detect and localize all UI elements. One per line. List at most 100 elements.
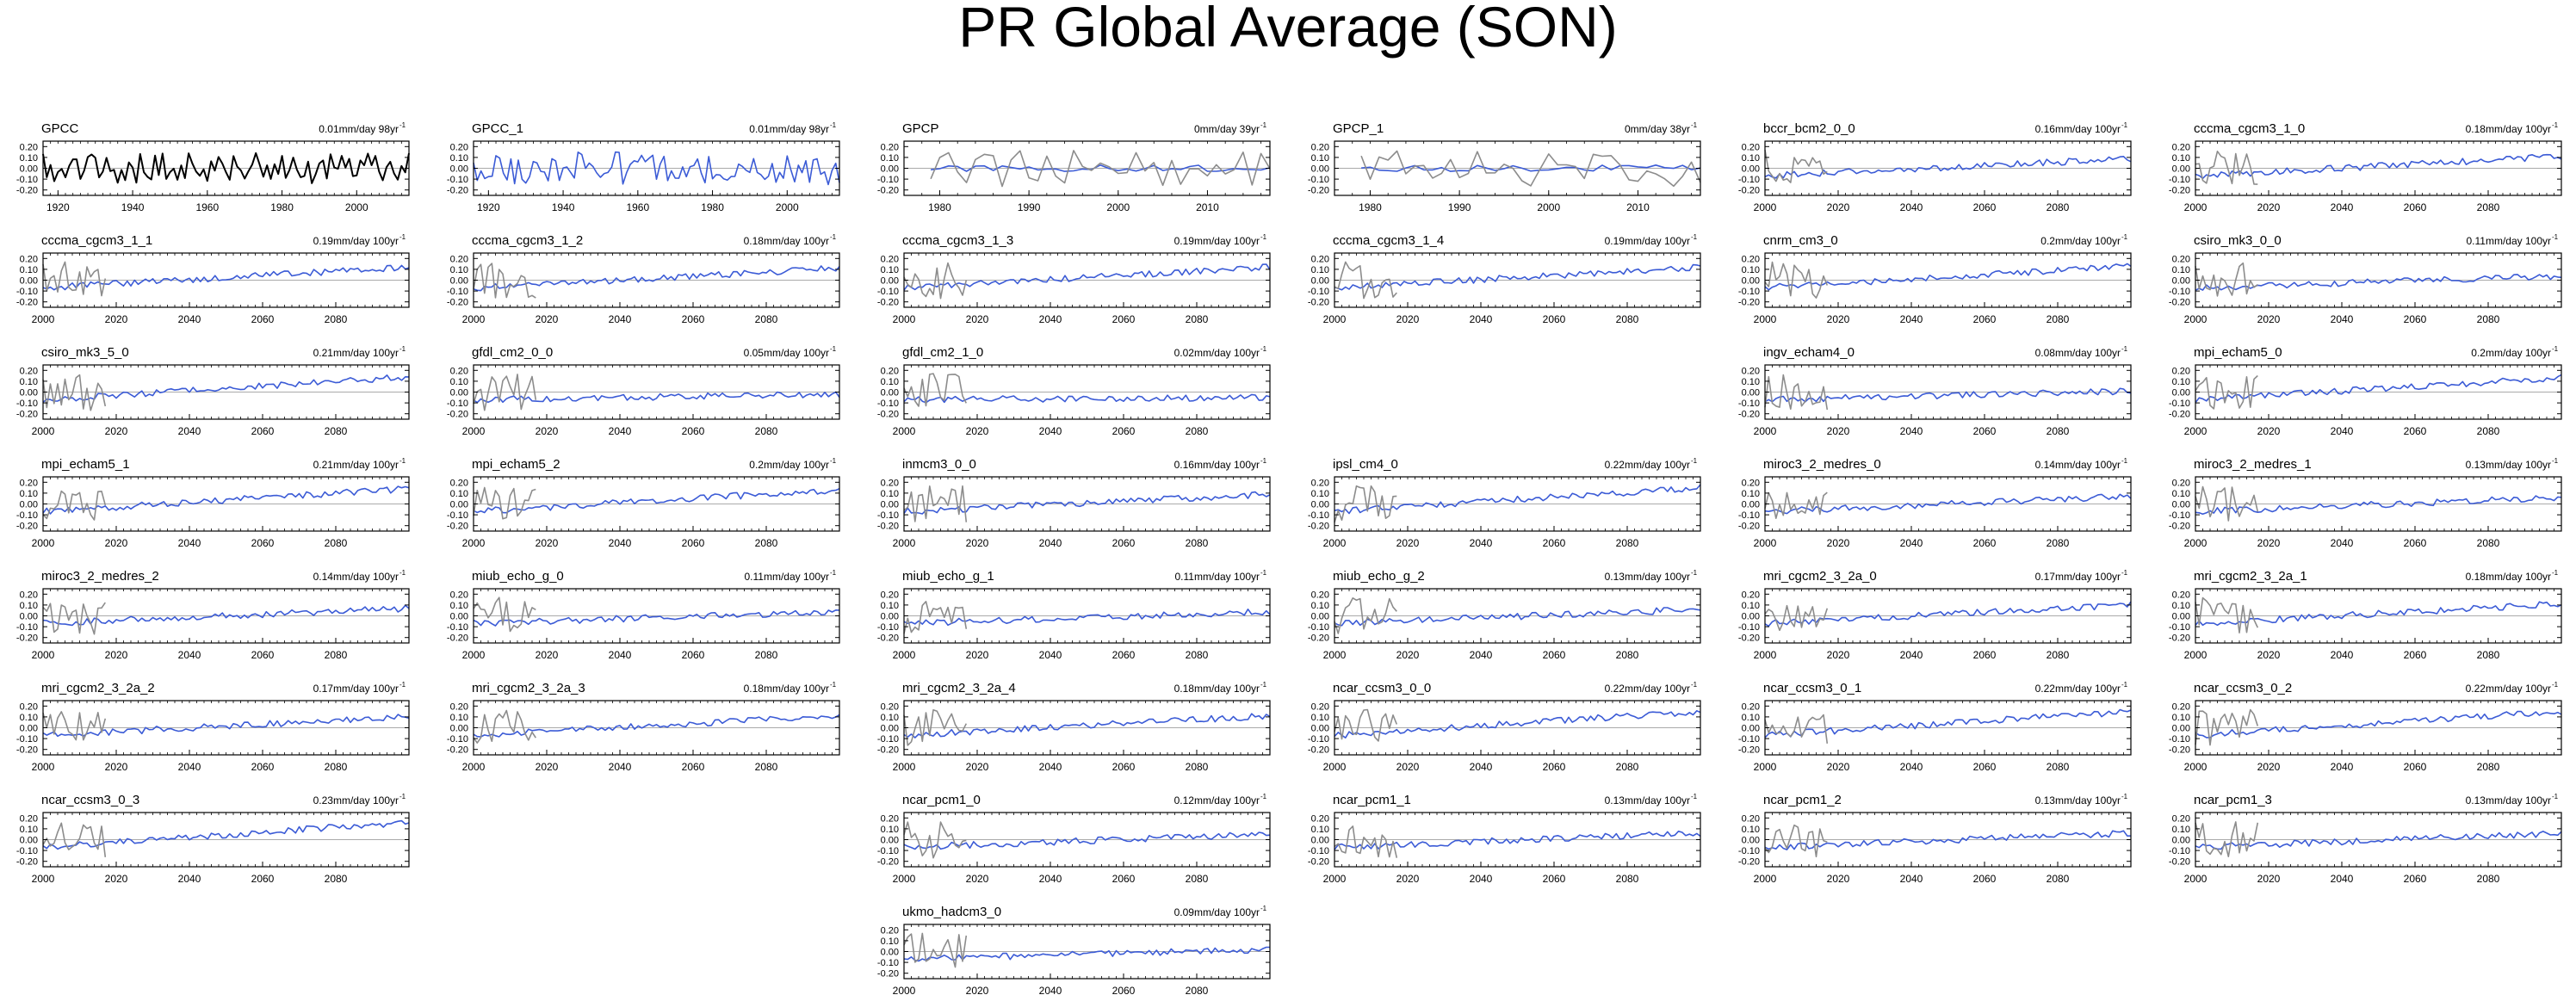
x-tick-label: 2040 [1470, 537, 1493, 549]
x-tick-label: 2040 [609, 425, 632, 437]
y-tick-label: 0.20 [1311, 590, 1329, 600]
x-tick-label: 2040 [1900, 537, 1923, 549]
x-tick-label: 2040 [1039, 761, 1062, 773]
x-tick-label: 2060 [2404, 761, 2427, 773]
model-series-line [1361, 164, 1701, 172]
panel-title: ncar_ccsm3_0_1 [1763, 681, 1861, 695]
x-tick-label: 2060 [1543, 649, 1566, 661]
panel-title: miroc3_2_medres_2 [41, 569, 159, 584]
trend-label: 0.18mm/day 100yr [2466, 123, 2551, 135]
x-tick-label: 2000 [893, 649, 916, 661]
y-tick-label: 0.10 [881, 153, 899, 164]
y-tick-label: -0.10 [1308, 287, 1329, 297]
x-tick-label: 2060 [1973, 201, 1997, 213]
x-tick-label: 2060 [1112, 761, 1136, 773]
trend-label: 0.11mm/day 100yr [2467, 235, 2552, 247]
y-tick-label: 0.10 [20, 265, 38, 275]
y-tick-label: -0.10 [1308, 734, 1329, 745]
model-series-line [42, 604, 410, 627]
trend-label: 0.22mm/day 100yr [1605, 683, 1690, 695]
x-tick-label: 2000 [1323, 537, 1347, 549]
x-tick-label: 2060 [251, 873, 275, 885]
y-tick-label: -0.10 [877, 734, 899, 745]
y-tick-label: 0.00 [20, 164, 38, 175]
x-tick-label: 2040 [1470, 313, 1493, 325]
x-tick-label: 2060 [1112, 873, 1136, 885]
y-tick-label: 0.00 [450, 276, 468, 287]
model-series-line [473, 391, 840, 404]
y-tick-label: 0.00 [450, 724, 468, 734]
trend-label: 0.18mm/day 100yr [744, 683, 829, 695]
panel-title: cccma_cgcm3_1_1 [41, 233, 152, 248]
trend-exponent: -1 [830, 345, 837, 353]
y-tick-label: -0.10 [1308, 510, 1329, 521]
trend-label: 0.19mm/day 100yr [313, 235, 399, 247]
ref-series-line [42, 374, 107, 411]
trend-label: 0.11mm/day 100yr [1175, 571, 1260, 583]
panel-GPCP: GPCP 0mm/day 39yr -1 0.200.100.00-0.10-0.20… [877, 121, 1271, 213]
model-series-line [473, 151, 840, 186]
y-tick-label: 0.20 [2172, 590, 2190, 600]
y-tick-label: -0.20 [2169, 633, 2190, 644]
panel-cccma-cgcm3-1-4: cccma_cgcm3_1_4 0.19mm/day 100yr -1 0.200.1… [1308, 233, 1701, 325]
x-tick-label: 2060 [251, 537, 275, 549]
y-tick-label: -0.10 [447, 287, 468, 297]
x-tick-label: 2000 [2184, 425, 2208, 437]
x-tick-label: 2000 [32, 873, 55, 885]
ref-series-line [903, 485, 968, 522]
trend-exponent: -1 [2121, 457, 2128, 465]
x-tick-label: 2020 [1827, 313, 1850, 325]
trend-label: 0.21mm/day 100yr [313, 459, 399, 471]
x-tick-label: 2000 [2184, 649, 2208, 661]
x-tick-label: 2040 [1039, 313, 1062, 325]
y-tick-label: -0.20 [447, 522, 468, 532]
panel-title: csiro_mk3_5_0 [41, 345, 129, 360]
x-tick-label: 2000 [776, 201, 799, 213]
x-tick-label: 2000 [1754, 537, 1777, 549]
y-tick-label: 0.20 [1742, 142, 1760, 152]
x-tick-label: 2080 [1616, 761, 1639, 773]
trend-label: 0.12mm/day 100yr [1174, 794, 1260, 807]
panel-ipsl-cm4-0: ipsl_cm4_0 0.22mm/day 100yr -1 0.200.100.00… [1308, 457, 1701, 549]
trend-label: 0.17mm/day 100yr [313, 683, 399, 695]
ref-series-line [42, 261, 107, 297]
x-tick-label: 2060 [251, 761, 275, 773]
model-series-line [1764, 708, 2132, 739]
x-tick-label: 2000 [462, 537, 486, 549]
model-series-line [1334, 830, 1701, 850]
panel-title: cnrm_cm3_0 [1763, 233, 1838, 248]
x-tick-label: 2060 [251, 313, 275, 325]
trend-exponent: -1 [399, 457, 406, 465]
y-tick-label: 0.00 [1742, 388, 1760, 399]
y-tick-label: 0.00 [1742, 500, 1760, 510]
x-tick-label: 2020 [966, 649, 989, 661]
y-tick-label: 0.00 [450, 612, 468, 622]
x-tick-label: 1980 [701, 201, 724, 213]
x-tick-label: 2040 [1039, 649, 1062, 661]
x-tick-label: 2080 [2047, 537, 2070, 549]
x-tick-label: 2060 [682, 761, 705, 773]
trend-label: 0.2mm/day 100yr [2471, 347, 2551, 359]
x-tick-label: 2080 [2477, 425, 2500, 437]
trend-exponent: -1 [830, 569, 837, 577]
y-tick-label: 0.00 [1311, 500, 1329, 510]
model-series-line [903, 831, 1271, 850]
x-tick-label: 2000 [893, 873, 916, 885]
x-tick-label: 1940 [552, 201, 575, 213]
panel-miub-echo-g-1: miub_echo_g_1 0.11mm/day 100yr -1 0.200.100… [877, 569, 1271, 661]
y-tick-label: 0.00 [450, 164, 468, 175]
y-tick-label: 0.20 [1742, 366, 1760, 376]
x-tick-label: 2060 [2404, 537, 2427, 549]
y-tick-label: 0.20 [2172, 254, 2190, 264]
x-tick-label: 2020 [2257, 201, 2281, 213]
trend-exponent: -1 [1691, 121, 1698, 129]
x-tick-label: 2060 [1543, 537, 1566, 549]
trend-label: 0mm/day 38yr [1625, 123, 1690, 135]
y-tick-label: 0.10 [1742, 153, 1760, 164]
y-tick-label: -0.10 [1308, 622, 1329, 633]
y-tick-label: 0.20 [881, 142, 899, 152]
x-tick-label: 2080 [2047, 649, 2070, 661]
x-tick-label: 2020 [536, 313, 559, 325]
trend-exponent: -1 [830, 121, 837, 129]
y-tick-label: -0.20 [1738, 633, 1760, 644]
